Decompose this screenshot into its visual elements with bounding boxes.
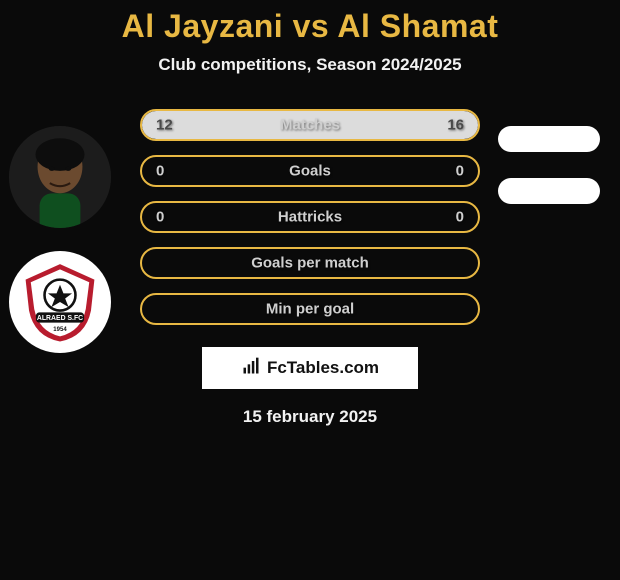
svg-text:ALRAED S.FC: ALRAED S.FC <box>37 315 83 322</box>
stat-label: Goals per match <box>251 255 369 272</box>
subtitle: Club competitions, Season 2024/2025 <box>0 55 620 75</box>
stat-value-left: 0 <box>156 209 164 226</box>
stat-row: Goals per match <box>140 247 480 279</box>
side-pill-1 <box>498 126 600 152</box>
brand-badge: FcTables.com <box>202 347 418 389</box>
side-pill-2 <box>498 178 600 204</box>
svg-text:1954: 1954 <box>53 327 67 333</box>
stat-label: Goals <box>289 163 331 180</box>
stat-value-left: 12 <box>156 117 173 134</box>
player2-club-badge: ALRAED S.FC 1954 <box>9 251 111 353</box>
stat-label: Matches <box>280 117 340 134</box>
stat-row: 0 Goals 0 <box>140 155 480 187</box>
date: 15 february 2025 <box>0 407 620 427</box>
player1-avatar <box>9 126 111 228</box>
brand-text: FcTables.com <box>267 358 379 378</box>
chart-icon <box>241 356 261 381</box>
stat-value-right: 16 <box>447 117 464 134</box>
stat-rows: 12 Matches 16 0 Goals 0 0 Hattricks 0 Goals per m… <box>140 109 480 325</box>
stat-row: 0 Hattricks 0 <box>140 201 480 233</box>
stat-value-right: 0 <box>456 163 464 180</box>
stat-label: Min per goal <box>266 301 354 318</box>
page-title: Al Jayzani vs Al Shamat <box>0 8 620 45</box>
stat-value-right: 0 <box>456 209 464 226</box>
stat-value-left: 0 <box>156 163 164 180</box>
stat-label: Hattricks <box>278 209 342 226</box>
stat-row: Min per goal <box>140 293 480 325</box>
stat-row: 12 Matches 16 <box>140 109 480 141</box>
